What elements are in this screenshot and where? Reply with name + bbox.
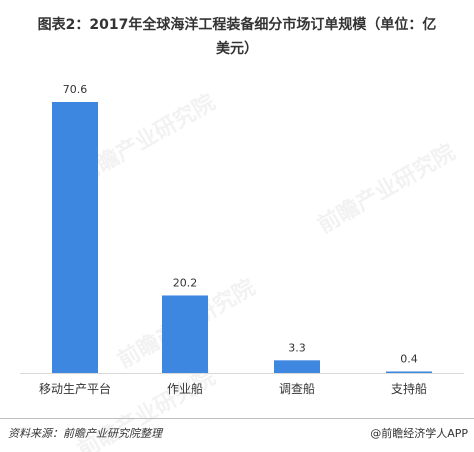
source-note: 资料来源：前瞻产业研究院整理 bbox=[8, 427, 162, 440]
bar-3 bbox=[386, 371, 432, 373]
data-label-2: 3.3 bbox=[288, 341, 306, 354]
category-label-3: 支持船 bbox=[391, 381, 427, 396]
data-label-0: 70.6 bbox=[63, 83, 88, 96]
bar-0 bbox=[52, 102, 98, 373]
category-label-2: 调查船 bbox=[279, 382, 315, 396]
bar-2 bbox=[274, 360, 320, 373]
chart-title: 图表2：2017年全球海洋工程装备细分市场订单规模（单位：亿 美元） bbox=[0, 13, 474, 61]
category-label-1: 作业船 bbox=[167, 382, 203, 396]
chart-title-line1: 图表2：2017年全球海洋工程装备细分市场订单规模（单位：亿 bbox=[37, 17, 437, 33]
data-label-1: 20.2 bbox=[173, 276, 198, 289]
bar-1 bbox=[162, 295, 208, 373]
category-label-0: 移动生产平台 bbox=[39, 381, 111, 396]
brand-credit: @前瞻经济学人APP bbox=[370, 427, 468, 440]
data-label-3: 0.4 bbox=[400, 352, 418, 365]
chart-title-line2: 美元） bbox=[216, 41, 258, 57]
watermark-1: 前瞻产业研究院 bbox=[313, 139, 459, 239]
